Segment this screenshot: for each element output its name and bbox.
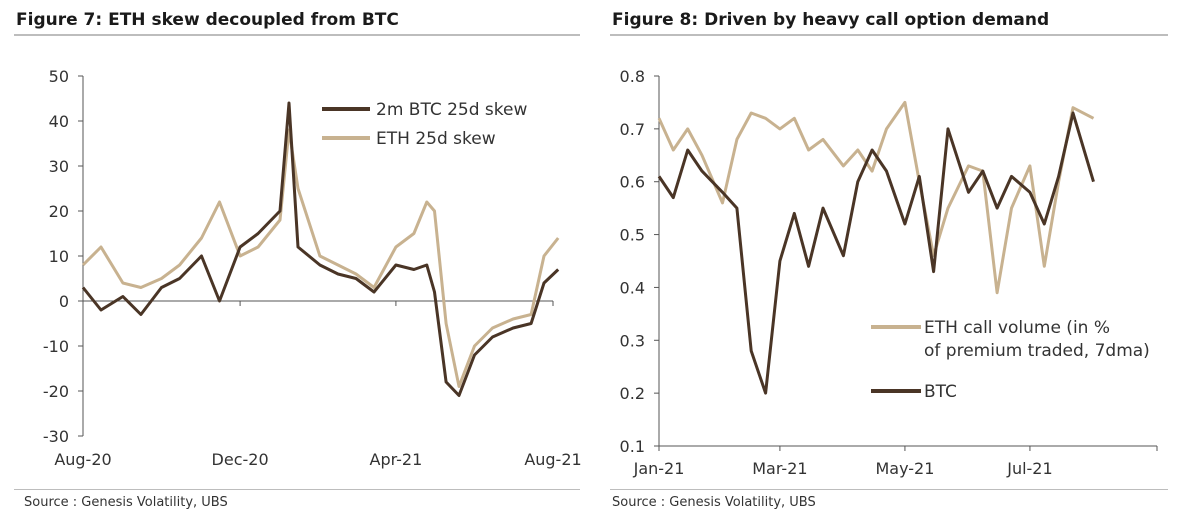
figure-8-source-rule: [610, 489, 1168, 490]
y-tick-label: 0.2: [620, 384, 645, 403]
y-tick-label: 10: [49, 247, 69, 266]
figure-7-title-rule: [14, 34, 580, 36]
y-tick-label: -30: [43, 427, 69, 446]
y-tick-label: 0.5: [620, 226, 645, 245]
x-tick-label: Apr-21: [370, 450, 423, 469]
x-tick-label: Aug-21: [524, 450, 581, 469]
x-tick-label: Jul-21: [1006, 459, 1052, 478]
series-line-btc: [657, 111, 1095, 395]
legend-label: ETH 25d skew: [376, 129, 496, 149]
legend-label-line-2: of premium traded, 7dma): [924, 341, 1150, 361]
legend-label-line-1: ETH call volume (in %: [924, 318, 1110, 338]
x-tick-label: Jan-21: [633, 459, 685, 478]
figure-8-title: Figure 8: Driven by heavy call option de…: [612, 10, 1050, 30]
y-tick-label: 0.6: [620, 173, 645, 192]
y-tick-label: 0: [59, 292, 69, 311]
legend-label: 2m BTC 25d skew: [376, 100, 527, 120]
figure-7-source-rule: [14, 489, 580, 490]
series-line-eth: [657, 100, 1095, 295]
y-tick-label: 0.8: [620, 67, 645, 86]
x-tick-label: May-21: [875, 459, 934, 478]
y-tick-label: -20: [43, 382, 69, 401]
y-tick-label: 0.1: [620, 437, 645, 456]
y-tick-label: 50: [49, 67, 69, 86]
y-tick-label: 0.3: [620, 331, 645, 350]
figure-7-title: Figure 7: ETH skew decoupled from BTC: [16, 10, 399, 30]
figure-7-source: Source : Genesis Volatility, UBS: [24, 495, 228, 510]
figure-8-chart: 0.8 0.7 0.6 0.5 0.4 0.3 0.2 0.1 Jan-21 Mar-21 May-…: [620, 67, 1158, 478]
figure-7-chart: 50 40 30 20 10 0 -10 -20 -30 Aug-20 Dec-20 Apr-21 Au…: [43, 67, 582, 469]
y-tick-label: 0.7: [620, 120, 645, 139]
y-tick-label: 40: [49, 112, 69, 131]
figure-8-source: Source : Genesis Volatility, UBS: [612, 495, 816, 510]
figure-8-title-rule: [610, 34, 1168, 36]
series-line-eth: [81, 128, 560, 388]
series-line-btc: [81, 101, 560, 397]
x-tick-label: Mar-21: [752, 459, 807, 478]
y-tick-label: -10: [43, 337, 69, 356]
y-tick-label: 0.4: [620, 278, 645, 297]
y-tick-label: 30: [49, 157, 69, 176]
x-tick-label: Dec-20: [212, 450, 269, 469]
y-tick-label: 20: [49, 202, 69, 221]
x-tick-label: Aug-20: [54, 450, 111, 469]
legend-label: BTC: [924, 382, 957, 402]
